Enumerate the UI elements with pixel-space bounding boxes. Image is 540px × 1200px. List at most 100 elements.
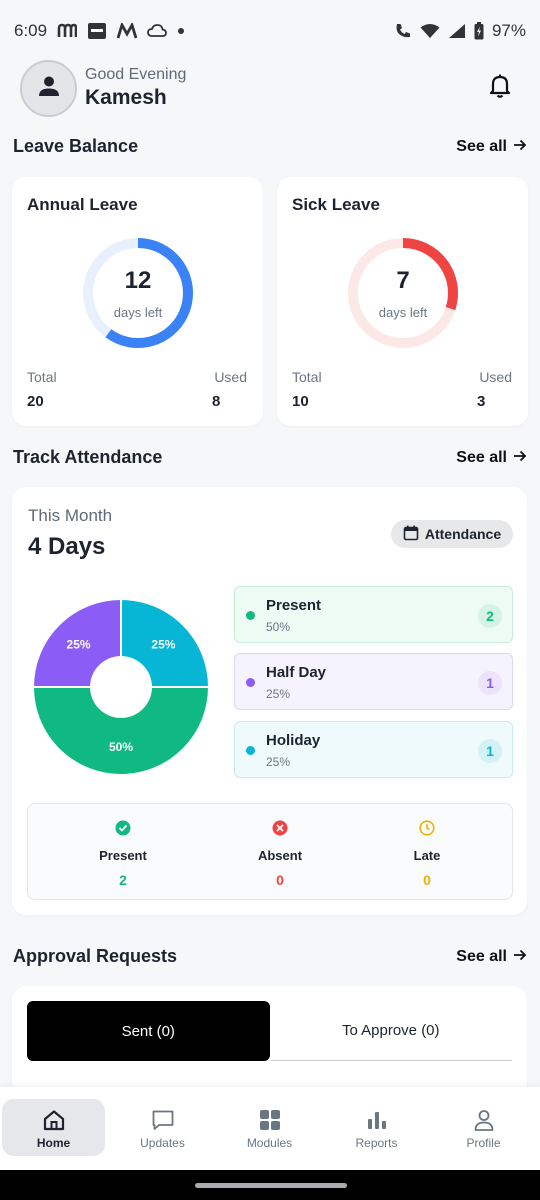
legend-name: Half Day bbox=[266, 664, 327, 681]
leave-see-all-link[interactable]: See all bbox=[456, 138, 527, 156]
tab-to-approve[interactable]: To Approve (0) bbox=[269, 1001, 512, 1061]
approvals-card: Sent (0) To Approve (0) bbox=[12, 986, 527, 1096]
pie-slice-half-day bbox=[32, 598, 122, 688]
check-circle-icon bbox=[115, 820, 131, 841]
nav-updates[interactable]: Updates bbox=[109, 1099, 216, 1170]
notifications-button[interactable] bbox=[480, 68, 520, 108]
days-left-value: 7 bbox=[396, 267, 410, 294]
summary-value: 2 bbox=[119, 872, 127, 888]
used-label: Used bbox=[214, 369, 247, 385]
summary-label: Absent bbox=[257, 848, 303, 863]
bell-icon bbox=[488, 73, 512, 104]
summary-present: Present 2 bbox=[63, 820, 183, 888]
user-name: Kamesh bbox=[85, 86, 167, 109]
sick-leave-card[interactable]: Sick Leave 7 days left Total 10 Used 3 bbox=[277, 177, 528, 426]
see-all-label: See all bbox=[456, 137, 507, 155]
pie-label: 25% bbox=[151, 638, 175, 652]
section-title: Approval Requests bbox=[13, 946, 178, 966]
wifi-icon bbox=[420, 23, 440, 39]
calendar-icon bbox=[403, 525, 419, 544]
m-logo-icon bbox=[117, 23, 138, 39]
legend-count-badge: 1 bbox=[478, 671, 502, 695]
clock-icon bbox=[419, 820, 435, 841]
greeting-header: Good Evening Kamesh bbox=[20, 58, 520, 118]
attendance-card: This Month 4 Days Attendance 50% 25% 25% P… bbox=[12, 487, 527, 915]
see-all-label: See all bbox=[456, 947, 507, 965]
month-label: This Month bbox=[28, 506, 113, 525]
person-icon bbox=[37, 74, 61, 103]
legend-percent: 25% bbox=[266, 687, 291, 701]
battery-icon bbox=[474, 22, 484, 40]
cloud-icon bbox=[147, 23, 167, 39]
days-left-value: 12 bbox=[124, 267, 152, 294]
x-circle-icon bbox=[272, 820, 288, 841]
legend-percent: 50% bbox=[266, 620, 291, 634]
legend-count-badge: 1 bbox=[478, 739, 502, 763]
call-icon bbox=[394, 22, 412, 40]
nav-label: Updates bbox=[140, 1136, 185, 1150]
legend-percent: 25% bbox=[266, 755, 291, 769]
used-label: Used bbox=[479, 369, 512, 385]
nav-label: Profile bbox=[466, 1136, 501, 1150]
approvals-see-all-link[interactable]: See all bbox=[456, 948, 527, 966]
total-value: 10 bbox=[292, 393, 309, 410]
attendance-summary: Present 2 Absent 0 Late 0 bbox=[27, 803, 513, 900]
attendance-button-label: Attendance bbox=[424, 526, 502, 542]
legend-count-badge: 2 bbox=[478, 604, 502, 628]
leave-card-title: Annual Leave bbox=[27, 195, 138, 214]
sick-leave-progress bbox=[348, 238, 458, 348]
notification-dot-icon bbox=[177, 27, 185, 35]
summary-value: 0 bbox=[423, 872, 431, 888]
legend-dot bbox=[246, 611, 255, 620]
bar-chart-icon bbox=[367, 1107, 387, 1133]
legend-name: Holiday bbox=[266, 732, 321, 749]
nav-label: Modules bbox=[246, 1136, 293, 1150]
m-app-icon bbox=[57, 23, 78, 39]
total-label: Total bbox=[292, 369, 322, 385]
attendance-see-all-link[interactable]: See all bbox=[456, 449, 527, 467]
approvals-header: Approval Requests See all bbox=[13, 946, 527, 967]
attendance-header: Track Attendance See all bbox=[13, 447, 527, 468]
days-left-label: days left bbox=[378, 305, 428, 320]
news-app-icon bbox=[87, 22, 107, 40]
bottom-nav: Home Updates Modules Reports Profile bbox=[0, 1087, 540, 1170]
sick-leave-ring: 7 days left bbox=[347, 237, 459, 349]
pie-label: 50% bbox=[109, 740, 133, 754]
person-icon bbox=[473, 1107, 495, 1133]
attendance-button[interactable]: Attendance bbox=[391, 520, 513, 548]
summary-label: Late bbox=[413, 848, 441, 863]
see-all-label: See all bbox=[456, 448, 507, 466]
legend-dot bbox=[246, 746, 255, 755]
annual-leave-progress bbox=[83, 238, 193, 348]
home-gesture-handle[interactable] bbox=[195, 1183, 347, 1188]
nav-modules[interactable]: Modules bbox=[216, 1099, 323, 1170]
message-icon bbox=[151, 1107, 175, 1133]
nav-reports[interactable]: Reports bbox=[323, 1099, 430, 1170]
legend-holiday[interactable]: Holiday 25% 1 bbox=[234, 721, 513, 778]
avatar[interactable] bbox=[20, 59, 77, 117]
nav-home[interactable]: Home bbox=[2, 1099, 105, 1156]
tab-sent[interactable]: Sent (0) bbox=[27, 1001, 270, 1061]
arrow-right-icon bbox=[513, 948, 527, 966]
legend-present[interactable]: Present 50% 2 bbox=[234, 586, 513, 643]
home-icon bbox=[42, 1107, 66, 1133]
arrow-right-icon bbox=[513, 449, 527, 467]
used-value: 3 bbox=[477, 393, 486, 410]
attendance-pie-chart: 50% 25% 25% bbox=[32, 598, 210, 776]
status-time: 6:09 bbox=[14, 21, 48, 40]
total-value: 20 bbox=[27, 393, 44, 410]
leave-balance-header: Leave Balance See all bbox=[13, 136, 527, 157]
nav-label: Reports bbox=[355, 1136, 398, 1150]
annual-leave-ring: 12 days left bbox=[82, 237, 194, 349]
annual-leave-card[interactable]: Annual Leave 12 days left Total 20 Used … bbox=[12, 177, 263, 426]
total-label: Total bbox=[27, 369, 57, 385]
summary-late: Late 0 bbox=[367, 820, 487, 888]
section-title: Track Attendance bbox=[13, 447, 163, 467]
pie-slice-holiday bbox=[120, 598, 210, 688]
status-bar: 6:09 97% bbox=[0, 0, 540, 62]
month-days: 4 Days bbox=[28, 533, 106, 560]
legend-half-day[interactable]: Half Day 25% 1 bbox=[234, 653, 513, 710]
arrow-right-icon bbox=[513, 138, 527, 156]
summary-absent: Absent 0 bbox=[220, 820, 340, 888]
nav-profile[interactable]: Profile bbox=[430, 1099, 537, 1170]
